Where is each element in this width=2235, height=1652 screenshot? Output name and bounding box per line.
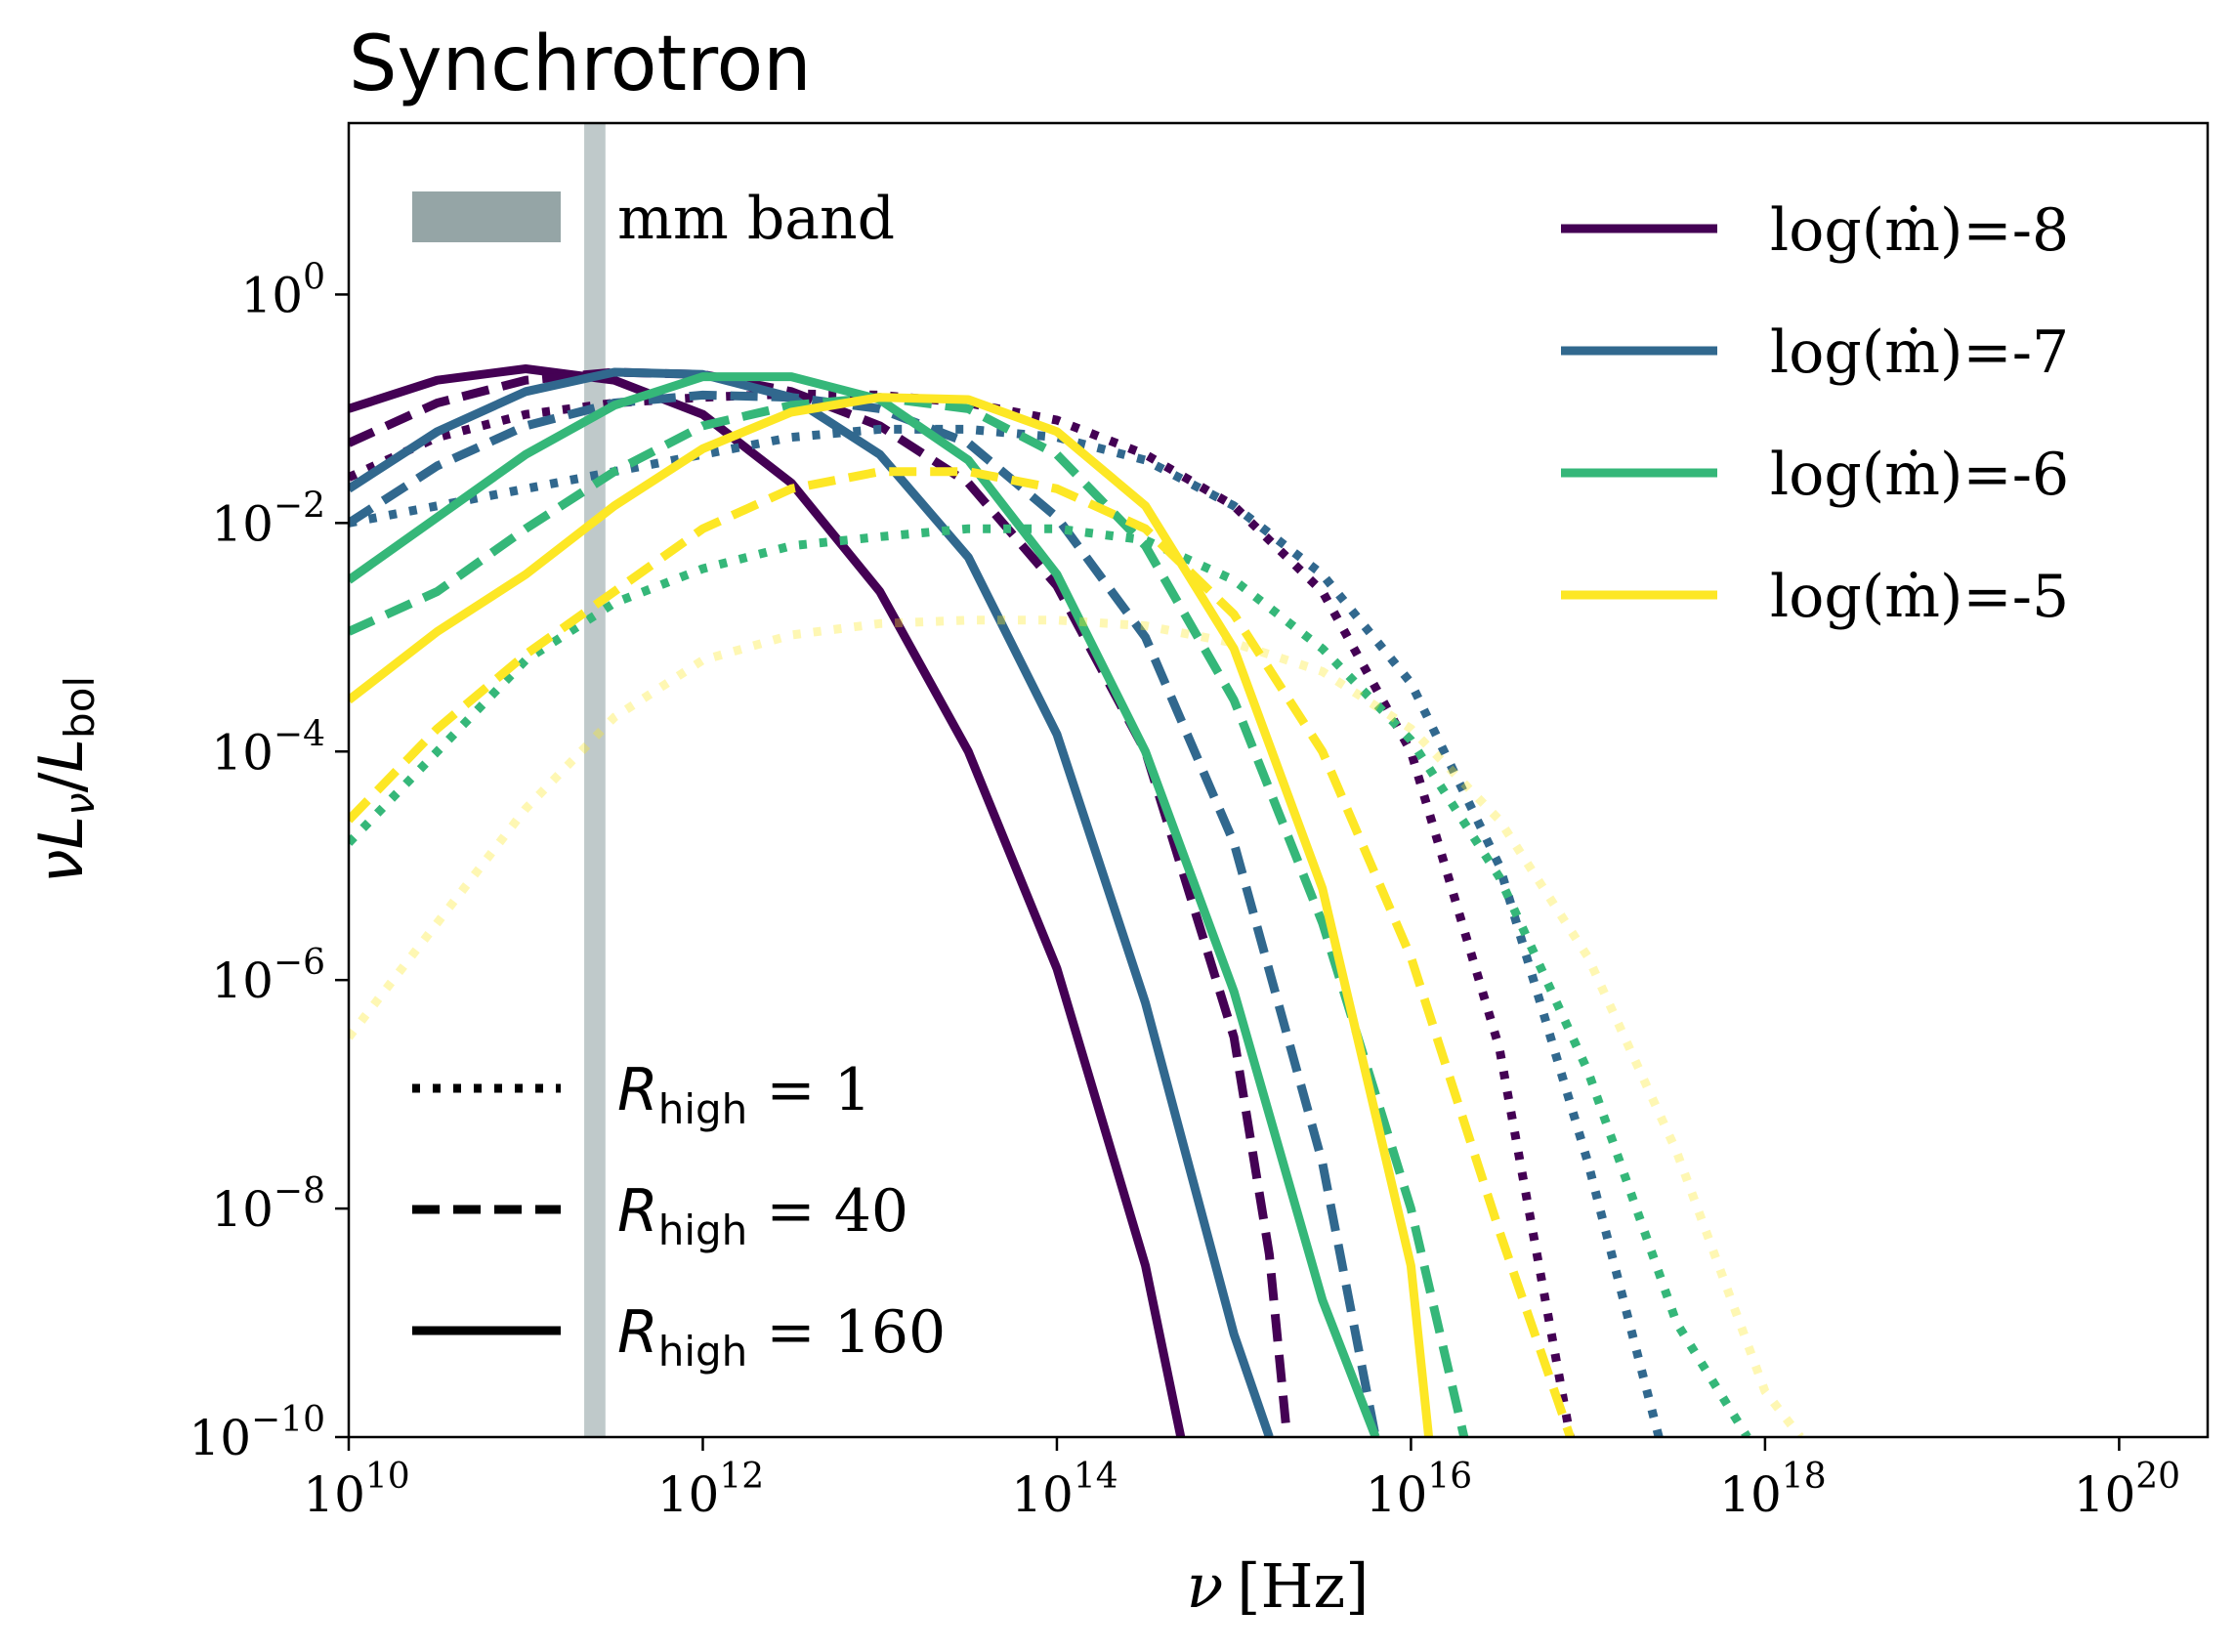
- x-axis-unit: [Hz]: [1237, 1550, 1369, 1622]
- legend-accretion-rate: log(ṁ)=-8 log(ṁ)=-7 log(ṁ)=-6 log(ṁ)=-5: [1561, 196, 2069, 631]
- y-tick-label-5: 10−10: [189, 1400, 325, 1466]
- series-line-5: [349, 424, 1664, 1437]
- x-tick-label-3: 1016: [1366, 1457, 1472, 1523]
- legend-mdot-label-0: log(ṁ)=-8: [1770, 196, 2069, 265]
- y-tick-label-0: 100: [240, 257, 325, 323]
- x-tick-label-0: 1010: [303, 1457, 409, 1523]
- legend-rhigh-label-0: Rhigh = 1: [617, 1056, 871, 1133]
- y-tick-label-3: 10−6: [211, 943, 325, 1009]
- legend-mm-band: mm band: [412, 185, 895, 253]
- y-tick-label-4: 10−8: [211, 1171, 325, 1238]
- y-tick-label-1: 10−2: [211, 486, 325, 552]
- plot-frame: [347, 121, 2210, 1439]
- series-line-4: [349, 390, 1380, 1437]
- legend-mm-label: mm band: [617, 185, 895, 253]
- legend-rhigh-label-1: Rhigh = 40: [617, 1177, 908, 1254]
- x-tick-label-1: 1012: [657, 1457, 764, 1523]
- series-line-9: [349, 393, 1434, 1437]
- series-line-10: [349, 467, 1575, 1437]
- x-axis-var: ν: [1187, 1550, 1224, 1622]
- legend-rhigh-label-2: Rhigh = 160: [617, 1298, 946, 1376]
- legend-mm-swatch: [412, 191, 561, 242]
- legend-mdot-label-3: log(ṁ)=-5: [1770, 563, 2069, 631]
- legend-mdot-label-1: log(ṁ)=-7: [1770, 318, 2069, 387]
- chart-title: Synchrotron: [349, 21, 812, 108]
- series-line-0: [349, 364, 1186, 1437]
- series-line-11: [349, 615, 1804, 1437]
- series-line-8: [349, 524, 1751, 1437]
- series-line-3: [349, 367, 1274, 1437]
- legend-mdot-label-2: log(ṁ)=-6: [1770, 441, 2069, 509]
- y-tick-label-2: 10−4: [211, 714, 325, 781]
- series-line-7: [349, 393, 1469, 1437]
- mm-band-rect: [584, 123, 606, 1437]
- series-layer: [349, 364, 1804, 1437]
- y-axis-label: νLν/Lbol: [25, 676, 104, 883]
- x-tick-label-5: 1020: [2074, 1457, 2180, 1523]
- x-axis-label: ν [Hz]: [1187, 1550, 1370, 1622]
- x-tick-label-2: 1014: [1011, 1457, 1118, 1523]
- x-tick-label-4: 1018: [1719, 1457, 1826, 1523]
- legend-rhigh: Rhigh = 1 Rhigh = 40 Rhigh = 160: [412, 1056, 946, 1376]
- tick-layer: 1010 1012 1014 1016 1018 1020 100 10−2 10−4 10−6 1…: [189, 257, 2180, 1523]
